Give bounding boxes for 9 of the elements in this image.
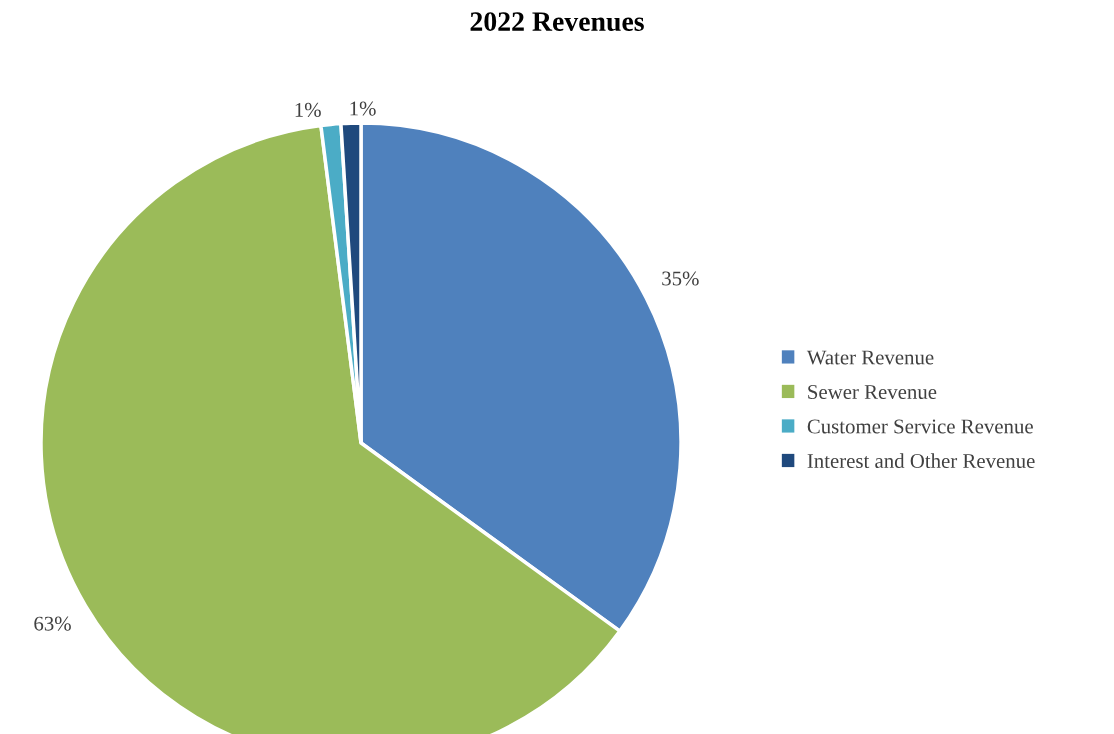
legend-label: Customer Service Revenue (807, 419, 1033, 434)
data-label: 1% (350, 101, 376, 116)
legend-label: Water Revenue (806, 350, 934, 365)
data-label: 63% (34, 616, 71, 631)
legend-label: Interest and Other Revenue (807, 453, 1035, 469)
data-label: 35% (662, 271, 699, 286)
chart-title: 2022 Revenues (470, 12, 644, 32)
legend-label: Sewer Revenue (808, 385, 937, 399)
data-label: 1% (295, 102, 321, 117)
